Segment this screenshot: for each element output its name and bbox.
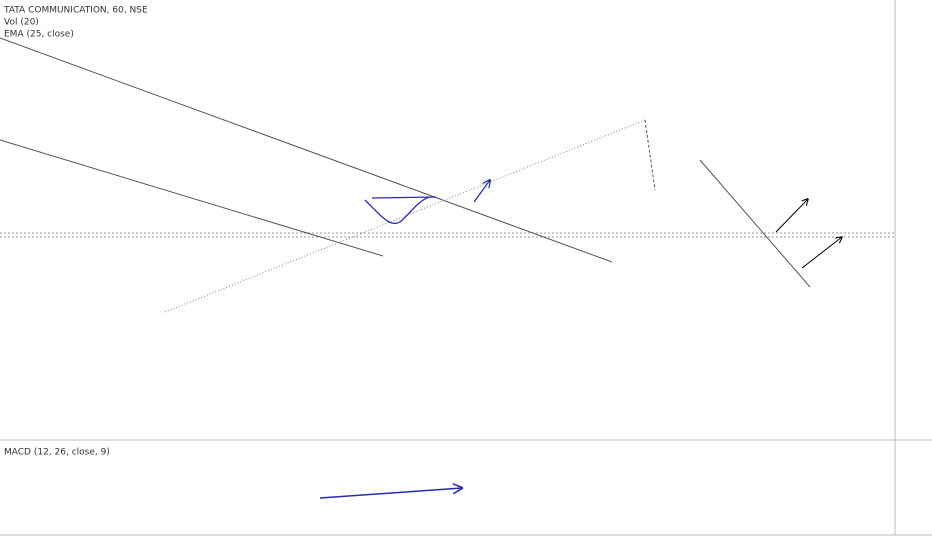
arrow [319,488,462,499]
fib-base-line [164,119,646,313]
macd-pane [319,488,462,499]
trend-line [0,37,613,263]
axes [0,0,932,536]
chart-title: TATA COMMUNICATION, 60, NSE [3,6,148,16]
pattern-curve [364,196,431,225]
pattern-line [371,196,437,199]
arrow [775,199,808,233]
trend-line [0,139,384,257]
arrow [801,237,842,269]
trend-line [699,159,811,288]
arrow [473,180,490,203]
fib-base-line [644,119,656,191]
legend-ema: EMA (25, close) [4,30,74,40]
macd-title: MACD (12, 26, close, 9) [4,448,110,458]
legend-volume: Vol (20) [4,18,39,28]
drawings [0,37,895,313]
